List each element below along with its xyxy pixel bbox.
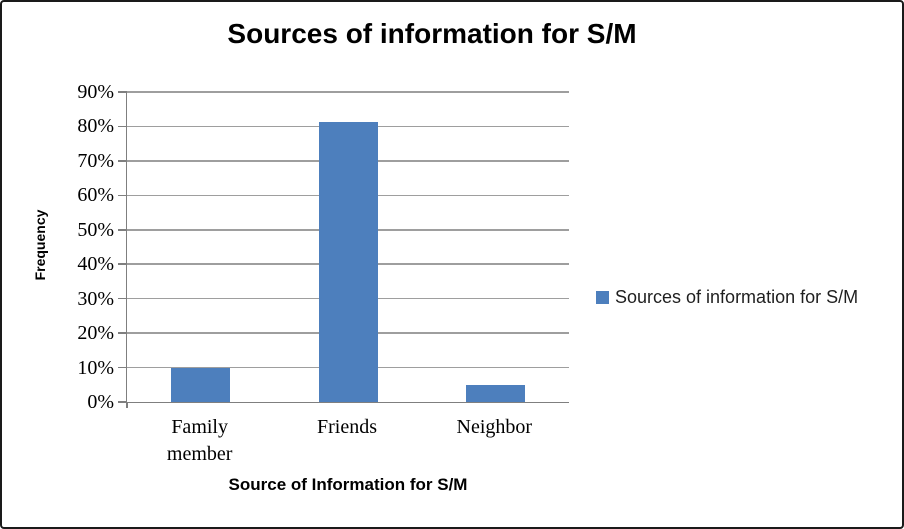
x-category-label: Family member xyxy=(166,416,233,465)
y-axis-tick-label: 30% xyxy=(77,287,114,310)
y-axis-tick xyxy=(118,297,127,300)
y-axis-tick-label: 20% xyxy=(77,322,114,345)
x-axis-title: Source of Information for S/M xyxy=(228,475,468,494)
chart-title: Sources of information for S/M xyxy=(227,18,637,49)
y-axis-tick-label: 80% xyxy=(77,115,114,138)
y-axis-tick-label: 90% xyxy=(77,81,114,103)
y-axis-tick xyxy=(118,125,127,128)
y-axis-tick xyxy=(118,160,127,162)
y-axis-tick xyxy=(118,194,127,197)
plot-area xyxy=(126,91,569,403)
x-axis-origin-tick xyxy=(126,402,128,408)
y-axis-tick-label: 40% xyxy=(77,253,114,276)
bar-family-member xyxy=(171,367,231,402)
x-category-label: Neighbor xyxy=(456,416,533,438)
gridline xyxy=(127,91,569,93)
y-axis-tick-label: 70% xyxy=(77,149,114,172)
y-axis-tick-label: 50% xyxy=(77,218,114,241)
legend: Sources of information for S/M xyxy=(596,287,858,308)
y-axis-tick-label: 0% xyxy=(87,391,114,413)
y-axis-tick xyxy=(118,366,127,369)
bar-friends xyxy=(318,121,378,402)
y-axis-tick xyxy=(118,401,127,403)
y-axis-tick-label: 60% xyxy=(77,184,114,207)
y-axis-tick xyxy=(118,332,127,334)
y-axis-tick xyxy=(118,229,127,231)
legend-swatch-icon xyxy=(596,291,609,304)
y-axis-tick-label: 10% xyxy=(77,356,114,379)
y-axis-tick xyxy=(118,91,127,93)
y-axis-tick xyxy=(118,263,127,265)
bar-neighbor xyxy=(465,384,525,402)
x-category-label: Friends xyxy=(317,416,377,438)
legend-label: Sources of information for S/M xyxy=(615,287,859,307)
